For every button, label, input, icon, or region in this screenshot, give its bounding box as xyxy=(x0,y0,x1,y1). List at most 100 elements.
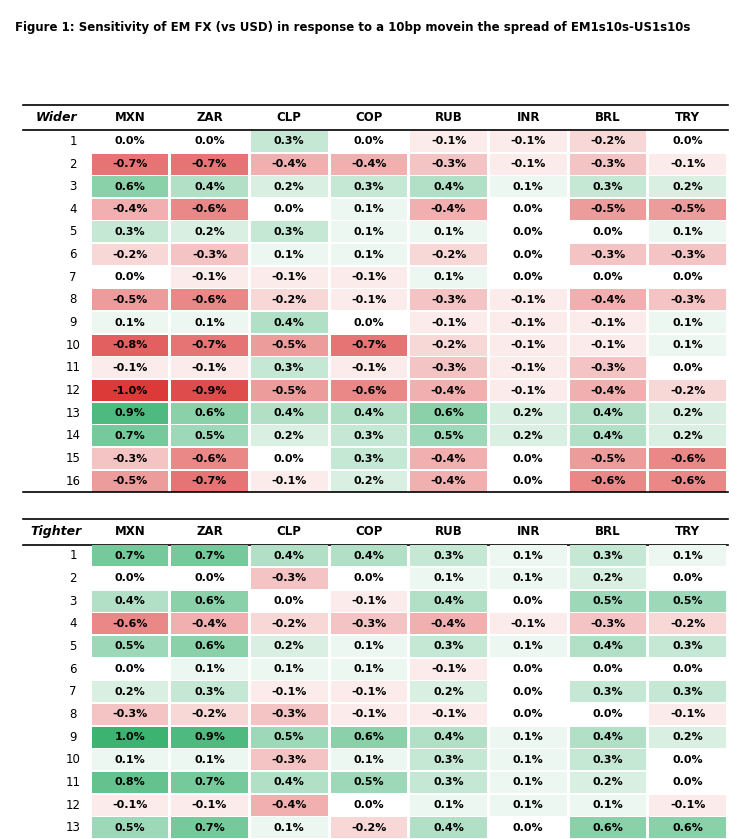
Text: 0.0%: 0.0% xyxy=(115,664,146,674)
Bar xyxy=(570,613,646,634)
Text: -0.6%: -0.6% xyxy=(670,477,706,486)
Text: 0.0%: 0.0% xyxy=(353,318,384,327)
Text: 10: 10 xyxy=(66,339,80,352)
Bar xyxy=(92,403,168,424)
Bar xyxy=(251,154,328,175)
Bar xyxy=(92,772,168,793)
Bar xyxy=(650,221,726,242)
Text: 2: 2 xyxy=(69,572,76,585)
Text: 0.1%: 0.1% xyxy=(194,318,225,327)
Bar xyxy=(251,289,328,310)
Bar xyxy=(410,289,487,310)
Bar xyxy=(490,289,567,310)
Text: -0.3%: -0.3% xyxy=(272,755,307,764)
Text: -0.1%: -0.1% xyxy=(351,363,386,373)
Text: 14: 14 xyxy=(66,430,81,442)
Bar xyxy=(92,425,168,446)
Text: 0.4%: 0.4% xyxy=(353,409,384,418)
Bar xyxy=(650,312,726,333)
Text: -0.4%: -0.4% xyxy=(590,386,626,395)
Text: 0.2%: 0.2% xyxy=(433,687,464,696)
Text: 0.6%: 0.6% xyxy=(194,597,225,606)
Bar xyxy=(570,591,646,612)
Bar xyxy=(570,545,646,566)
Bar xyxy=(410,817,487,838)
Text: 0.6%: 0.6% xyxy=(194,642,225,651)
Text: 3: 3 xyxy=(70,595,76,607)
Bar xyxy=(331,221,407,242)
Text: -0.7%: -0.7% xyxy=(192,159,227,169)
Text: -0.6%: -0.6% xyxy=(351,386,387,395)
Text: 0.0%: 0.0% xyxy=(194,137,225,146)
Text: 0.1%: 0.1% xyxy=(194,755,225,764)
Bar xyxy=(570,131,646,152)
Text: ZAR: ZAR xyxy=(196,525,223,539)
Text: 0.2%: 0.2% xyxy=(672,409,703,418)
Text: 0.4%: 0.4% xyxy=(274,778,304,787)
Bar xyxy=(251,176,328,197)
Text: -0.5%: -0.5% xyxy=(112,295,148,305)
Text: 0.5%: 0.5% xyxy=(433,431,464,440)
Bar xyxy=(410,131,487,152)
Text: -0.1%: -0.1% xyxy=(431,137,466,146)
Text: 0.4%: 0.4% xyxy=(274,318,304,327)
Bar xyxy=(570,154,646,175)
Text: 6: 6 xyxy=(69,663,76,675)
Text: 0.0%: 0.0% xyxy=(115,137,146,146)
Bar xyxy=(251,704,328,725)
Bar xyxy=(171,267,248,288)
Text: 0.2%: 0.2% xyxy=(274,642,304,651)
Text: -0.3%: -0.3% xyxy=(112,454,148,463)
Text: 0.3%: 0.3% xyxy=(353,431,384,440)
Bar xyxy=(650,681,726,702)
Text: Tighter: Tighter xyxy=(31,525,82,539)
Bar xyxy=(490,357,567,378)
Text: -0.3%: -0.3% xyxy=(590,619,626,628)
Text: -0.2%: -0.2% xyxy=(431,250,466,259)
Text: -0.5%: -0.5% xyxy=(272,341,307,350)
Text: TRY: TRY xyxy=(675,111,700,124)
Text: -0.2%: -0.2% xyxy=(272,619,307,628)
Bar xyxy=(570,176,646,197)
Bar xyxy=(650,199,726,220)
Bar xyxy=(171,199,248,220)
Text: 0.4%: 0.4% xyxy=(592,409,623,418)
Bar xyxy=(650,591,726,612)
Bar xyxy=(650,545,726,566)
Text: 13: 13 xyxy=(66,407,80,420)
Text: 0.3%: 0.3% xyxy=(672,687,703,696)
Bar xyxy=(171,545,248,566)
Bar xyxy=(570,568,646,589)
Text: MXN: MXN xyxy=(115,525,146,539)
Bar xyxy=(570,727,646,748)
Text: 0.2%: 0.2% xyxy=(194,227,225,237)
Text: 0.1%: 0.1% xyxy=(672,551,703,560)
Text: 0.4%: 0.4% xyxy=(274,551,304,560)
Text: Figure 1: Sensitivity of EM FX (vs USD) in response to a 10bp movein the spread : Figure 1: Sensitivity of EM FX (vs USD) … xyxy=(15,21,690,34)
Text: -0.3%: -0.3% xyxy=(112,710,148,719)
Bar xyxy=(650,636,726,657)
Bar xyxy=(251,772,328,793)
Text: 0.3%: 0.3% xyxy=(353,454,384,463)
Bar xyxy=(570,795,646,816)
Text: -0.1%: -0.1% xyxy=(351,687,386,696)
Text: 0.6%: 0.6% xyxy=(672,823,703,832)
Bar xyxy=(92,545,168,566)
Text: 0.5%: 0.5% xyxy=(194,431,225,440)
Text: -0.1%: -0.1% xyxy=(112,800,148,810)
Text: -0.3%: -0.3% xyxy=(590,363,626,373)
Bar xyxy=(251,613,328,634)
Text: -0.2%: -0.2% xyxy=(192,710,227,719)
Text: 0.0%: 0.0% xyxy=(513,823,544,832)
Bar xyxy=(650,176,726,197)
Bar xyxy=(171,221,248,242)
Text: 0.0%: 0.0% xyxy=(513,687,544,696)
Text: 0.2%: 0.2% xyxy=(513,409,544,418)
Text: -0.1%: -0.1% xyxy=(511,363,546,373)
Bar xyxy=(92,471,168,492)
Text: 0.6%: 0.6% xyxy=(433,409,464,418)
Bar xyxy=(171,817,248,838)
Text: RUB: RUB xyxy=(435,525,463,539)
Bar xyxy=(650,448,726,469)
Bar xyxy=(410,471,487,492)
